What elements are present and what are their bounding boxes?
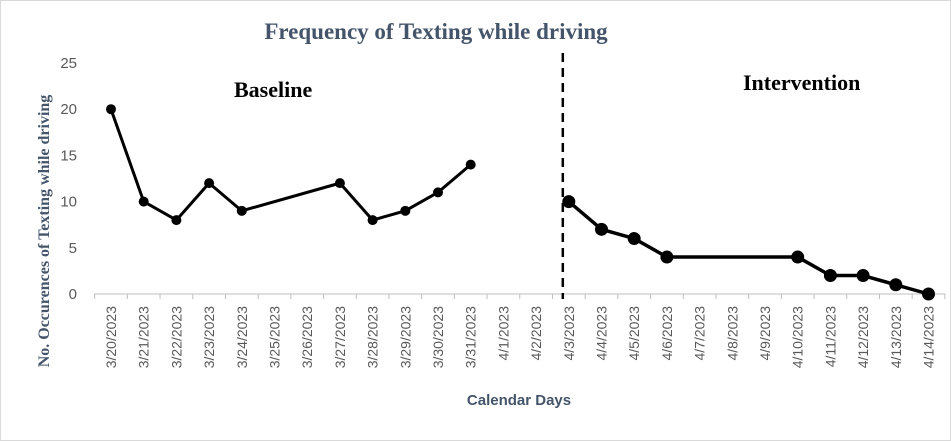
x-tick-label: 4/7/2023 <box>692 306 708 361</box>
data-point <box>595 222 608 236</box>
x-tick-label: 3/28/2023 <box>365 306 381 368</box>
x-tick-label: 4/8/2023 <box>724 306 740 361</box>
data-point <box>204 178 215 189</box>
data-point <box>627 232 641 246</box>
intervention-series-line <box>567 200 929 296</box>
x-tick-label: 4/11/2023 <box>822 306 838 367</box>
x-tick-label: 4/10/2023 <box>790 306 806 368</box>
x-tick-label: 4/4/2023 <box>594 306 610 361</box>
x-tick-label: 3/24/2023 <box>234 306 250 368</box>
x-tick-label: 3/22/2023 <box>168 306 184 368</box>
data-point <box>106 104 116 115</box>
data-point <box>562 195 576 209</box>
x-axis-label: Calendar Days <box>467 392 571 409</box>
y-tick-label: 10 <box>60 194 77 211</box>
axes: 0 5 10 15 20 25 3/20/2023 3/21/2023 3/22/2023 3/2… <box>60 55 946 368</box>
y-tick-label: 15 <box>60 147 77 164</box>
x-tick-label: 3/29/2023 <box>397 306 413 368</box>
data-point <box>823 269 837 283</box>
x-tick-label: 3/23/2023 <box>201 306 217 368</box>
x-tick-label: 4/6/2023 <box>659 306 675 361</box>
data-point <box>856 269 870 283</box>
data-point <box>236 205 247 216</box>
y-tick-label: 0 <box>69 286 77 303</box>
data-point <box>660 250 674 264</box>
x-tick-label: 4/12/2023 <box>855 306 871 368</box>
y-tick-label: 5 <box>69 240 77 257</box>
x-tick-label: 4/1/2023 <box>495 306 511 361</box>
x-tick-label: 3/27/2023 <box>332 306 348 368</box>
x-tick-label: 3/26/2023 <box>299 306 315 368</box>
x-tick-label: 4/3/2023 <box>561 306 577 361</box>
data-point <box>367 215 378 226</box>
y-axis-label: No. Occurences of Texting while driving <box>36 95 53 368</box>
data-point <box>334 178 345 189</box>
x-tick-label: 3/20/2023 <box>103 306 119 368</box>
x-tick-label: 4/9/2023 <box>757 306 773 361</box>
x-tick-label: 3/31/2023 <box>463 306 479 368</box>
y-tick-label: 25 <box>60 55 77 72</box>
x-tick-label: 3/25/2023 <box>267 306 283 368</box>
intervention-label: Intervention <box>743 70 860 95</box>
data-layer <box>106 53 935 301</box>
data-point <box>922 287 935 301</box>
y-tick-label: 20 <box>60 101 77 118</box>
x-tick-label: 4/13/2023 <box>888 306 904 368</box>
data-point <box>171 215 182 226</box>
data-point <box>400 205 411 216</box>
x-tick-label: 3/21/2023 <box>136 306 152 368</box>
baseline-series-line <box>109 108 472 222</box>
x-tick-label: 4/14/2023 <box>921 306 937 368</box>
data-point <box>433 187 443 198</box>
x-tick-label: 3/30/2023 <box>430 306 446 368</box>
data-point <box>465 159 476 170</box>
data-point <box>138 196 149 207</box>
x-tick-label: 4/5/2023 <box>626 306 642 361</box>
baseline-label: Baseline <box>234 77 312 102</box>
data-point <box>889 278 903 292</box>
x-tick-label: 4/2/2023 <box>528 306 544 361</box>
data-point <box>791 250 805 264</box>
chart-title: Frequency of Texting while driving <box>264 19 608 44</box>
